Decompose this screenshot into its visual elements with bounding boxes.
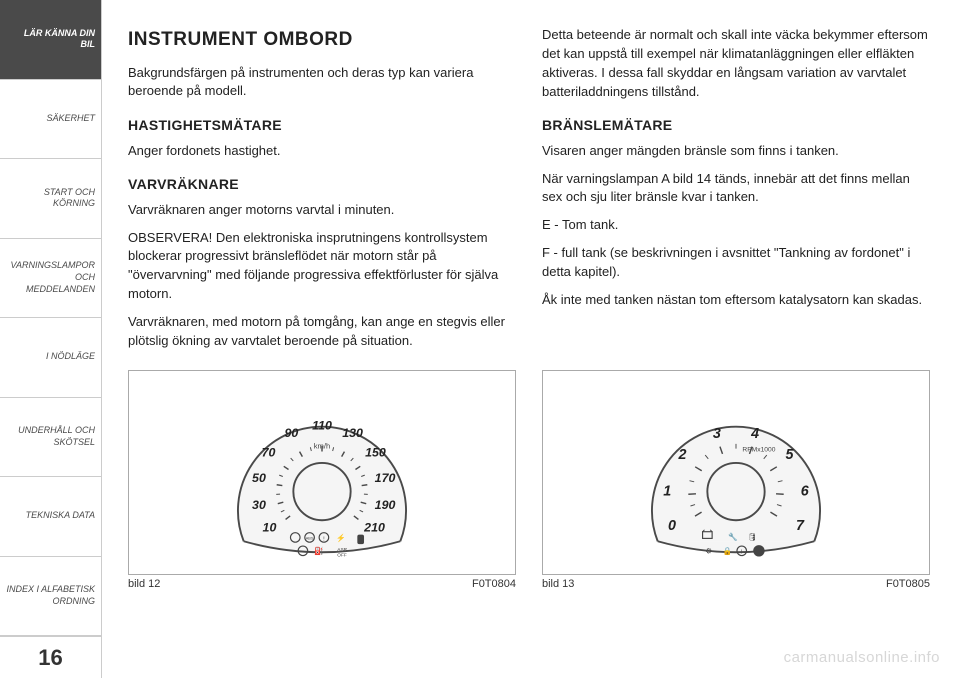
svg-text:110: 110: [312, 418, 332, 432]
sidebar-item-tech-data[interactable]: TEKNISKA DATA: [0, 477, 101, 557]
svg-text:10: 10: [263, 520, 277, 534]
behavior-text: Detta beteende är normalt och skall inte…: [542, 26, 930, 101]
sidebar-item-maintenance[interactable]: UNDERHÅLL OCH SKÖTSEL: [0, 398, 101, 478]
svg-text:3: 3: [713, 426, 721, 442]
svg-text:0: 0: [668, 517, 676, 533]
tachometer-frame: RPMx1000 🔧 🛢 ⚙ 🔒 ! 01234567: [542, 370, 930, 575]
page-number: 16: [0, 636, 101, 678]
asr-label-1: ASR: [337, 546, 347, 552]
intro-text: Bakgrundsfärgen på instrumenten och dera…: [128, 64, 516, 102]
gauge-row: km/h ABS ! ⚡ ⛽ ASR OFF 10305070901101301…: [128, 370, 930, 590]
tachometer-svg: RPMx1000 🔧 🛢 ⚙ 🔒 ! 01234567: [549, 377, 923, 568]
svg-text:⛽: ⛽: [314, 546, 324, 555]
text-columns: INSTRUMENT OMBORD Bakgrundsfärgen på ins…: [128, 26, 930, 360]
fuel-heading: BRÄNSLEMÄTARE: [542, 115, 930, 135]
svg-text:ABS: ABS: [306, 536, 314, 540]
sidebar-item-index[interactable]: INDEX I ALFABETISK ORDNING: [0, 557, 101, 637]
tachometer-caption-right: F0T0805: [886, 578, 930, 590]
speedometer-caption-left: bild 12: [128, 578, 160, 590]
speedometer-caption-right: F0T0804: [472, 578, 516, 590]
page-title: INSTRUMENT OMBORD: [128, 26, 516, 54]
svg-text:150: 150: [365, 445, 386, 459]
svg-text:7: 7: [796, 517, 805, 533]
svg-text:🔧: 🔧: [728, 531, 738, 541]
fuel-text-2: När varningslampan A bild 14 tänds, inne…: [542, 170, 930, 208]
fuel-text-3: E - Tom tank.: [542, 216, 930, 235]
svg-text:50: 50: [252, 471, 266, 485]
column-right: Detta beteende är normalt och skall inte…: [542, 26, 930, 360]
tachometer-unit: RPMx1000: [742, 446, 775, 453]
svg-text:90: 90: [285, 426, 299, 440]
svg-text:190: 190: [375, 497, 396, 511]
tachometer-heading: VARVRÄKNARE: [128, 174, 516, 194]
svg-text:5: 5: [785, 447, 794, 463]
column-left: INSTRUMENT OMBORD Bakgrundsfärgen på ins…: [128, 26, 516, 360]
svg-text:🔒: 🔒: [723, 546, 733, 555]
svg-text:⚙: ⚙: [705, 546, 712, 555]
sidebar-item-know-your-car[interactable]: LÄR KÄNNA DIN BIL: [0, 0, 101, 80]
svg-text:70: 70: [262, 445, 276, 459]
svg-text:6: 6: [801, 483, 810, 499]
speedometer-frame: km/h ABS ! ⚡ ⛽ ASR OFF 10305070901101301…: [128, 370, 516, 575]
fuel-text-5: Åk inte med tanken nästan tom eftersom k…: [542, 291, 930, 310]
svg-text:4: 4: [750, 426, 759, 442]
tachometer-text-2: OBSERVERA! Den elektroniska insprutninge…: [128, 229, 516, 304]
fuel-text-1: Visaren anger mängden bränsle som finns …: [542, 142, 930, 161]
tachometer-caption: bild 13 F0T0805: [542, 578, 930, 590]
svg-text:30: 30: [252, 497, 266, 511]
sidebar-item-warning-lights[interactable]: VARNINGSLAMPOR OCH MEDDELANDEN: [0, 239, 101, 319]
speedometer-heading: HASTIGHETSMÄTARE: [128, 115, 516, 135]
speedometer-caption: bild 12 F0T0804: [128, 578, 516, 590]
fuel-text-4: F - full tank (se beskrivningen i avsnit…: [542, 244, 930, 282]
sidebar-item-emergency[interactable]: I NÖDLÄGE: [0, 318, 101, 398]
tachometer-caption-left: bild 13: [542, 578, 574, 590]
tachometer-figure: RPMx1000 🔧 🛢 ⚙ 🔒 ! 01234567 bild 13 F0T0…: [542, 370, 930, 590]
speedometer-svg: km/h ABS ! ⚡ ⛽ ASR OFF 10305070901101301…: [135, 377, 509, 568]
sidebar: LÄR KÄNNA DIN BIL SÄKERHET START OCH KÖR…: [0, 0, 102, 678]
svg-text:⚡: ⚡: [336, 533, 346, 542]
tachometer-text-3: Varvräknaren, med motorn på tomgång, kan…: [128, 313, 516, 351]
asr-label-2: OFF: [337, 552, 347, 558]
svg-text:1: 1: [663, 483, 671, 499]
svg-text:130: 130: [342, 426, 363, 440]
speedometer-text: Anger fordonets hastighet.: [128, 142, 516, 161]
sidebar-item-safety[interactable]: SÄKERHET: [0, 80, 101, 160]
tachometer-text-1: Varvräknaren anger motorns varvtal i min…: [128, 201, 516, 220]
svg-text:🛢: 🛢: [747, 532, 757, 541]
svg-text:170: 170: [375, 471, 396, 485]
main-content: INSTRUMENT OMBORD Bakgrundsfärgen på ins…: [102, 0, 960, 678]
speedometer-figure: km/h ABS ! ⚡ ⛽ ASR OFF 10305070901101301…: [128, 370, 516, 590]
svg-text:210: 210: [363, 520, 385, 534]
sidebar-item-start-driving[interactable]: START OCH KÖRNING: [0, 159, 101, 239]
svg-text:2: 2: [678, 447, 687, 463]
